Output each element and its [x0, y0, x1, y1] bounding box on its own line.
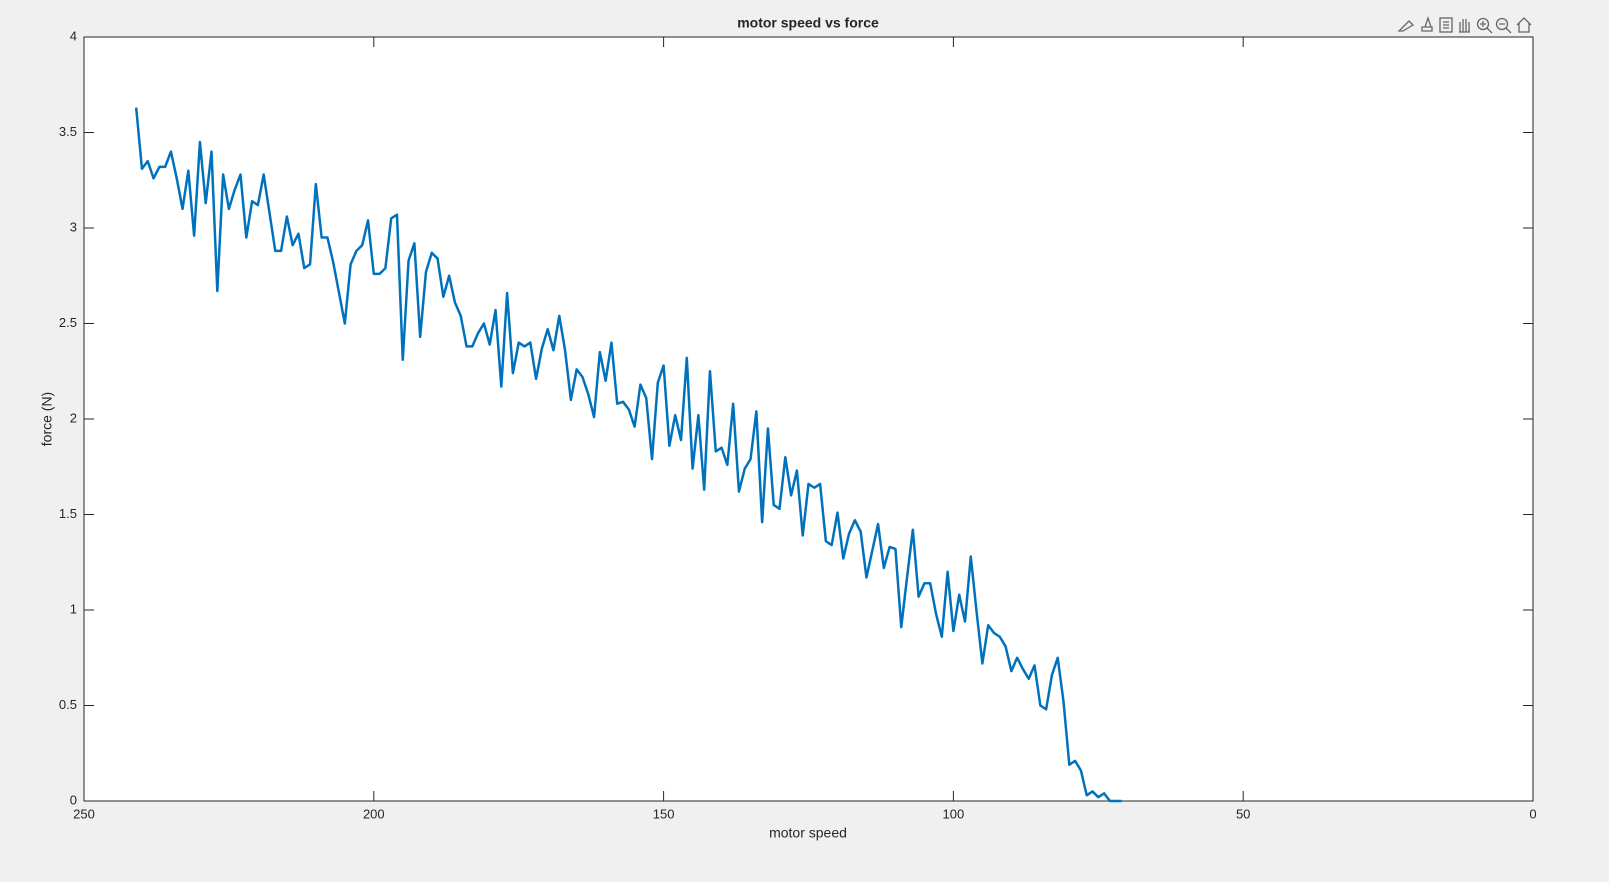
y-tick-label: 1.5	[59, 506, 77, 521]
y-tick-label: 0.5	[59, 697, 77, 712]
legend-tool[interactable]	[1439, 17, 1453, 33]
x-tick-label: 50	[1236, 806, 1250, 821]
y-tick-label: 1	[70, 601, 77, 616]
zoom-out-tool[interactable]	[1495, 17, 1512, 34]
toolbar	[1397, 15, 1532, 34]
home-tool[interactable]	[1516, 17, 1532, 33]
x-tick-label: 200	[363, 806, 385, 821]
x-tick-label: 250	[73, 806, 95, 821]
y-tick-label: 4	[70, 28, 77, 43]
y-tick-label: 3.5	[59, 124, 77, 139]
chart-title: motor speed vs force	[737, 15, 879, 31]
y-tick-label: 2.5	[59, 315, 77, 330]
brush-tool[interactable]	[1421, 15, 1433, 32]
y-axis-label: force (N)	[39, 392, 55, 446]
edit-tool[interactable]	[1397, 20, 1415, 32]
x-tick-label: 100	[943, 806, 965, 821]
x-tick-label: 0	[1529, 806, 1536, 821]
zoom-in-tool[interactable]	[1476, 17, 1493, 34]
y-tick-label: 3	[70, 219, 77, 234]
plot-area	[83, 36, 1534, 802]
y-tick-label: 2	[70, 410, 77, 425]
pan-tool[interactable]	[1459, 19, 1470, 33]
y-tick-label: 0	[70, 792, 77, 807]
x-axis-label: motor speed	[769, 825, 847, 841]
x-tick-label: 150	[653, 806, 675, 821]
data-line	[134, 107, 1122, 803]
